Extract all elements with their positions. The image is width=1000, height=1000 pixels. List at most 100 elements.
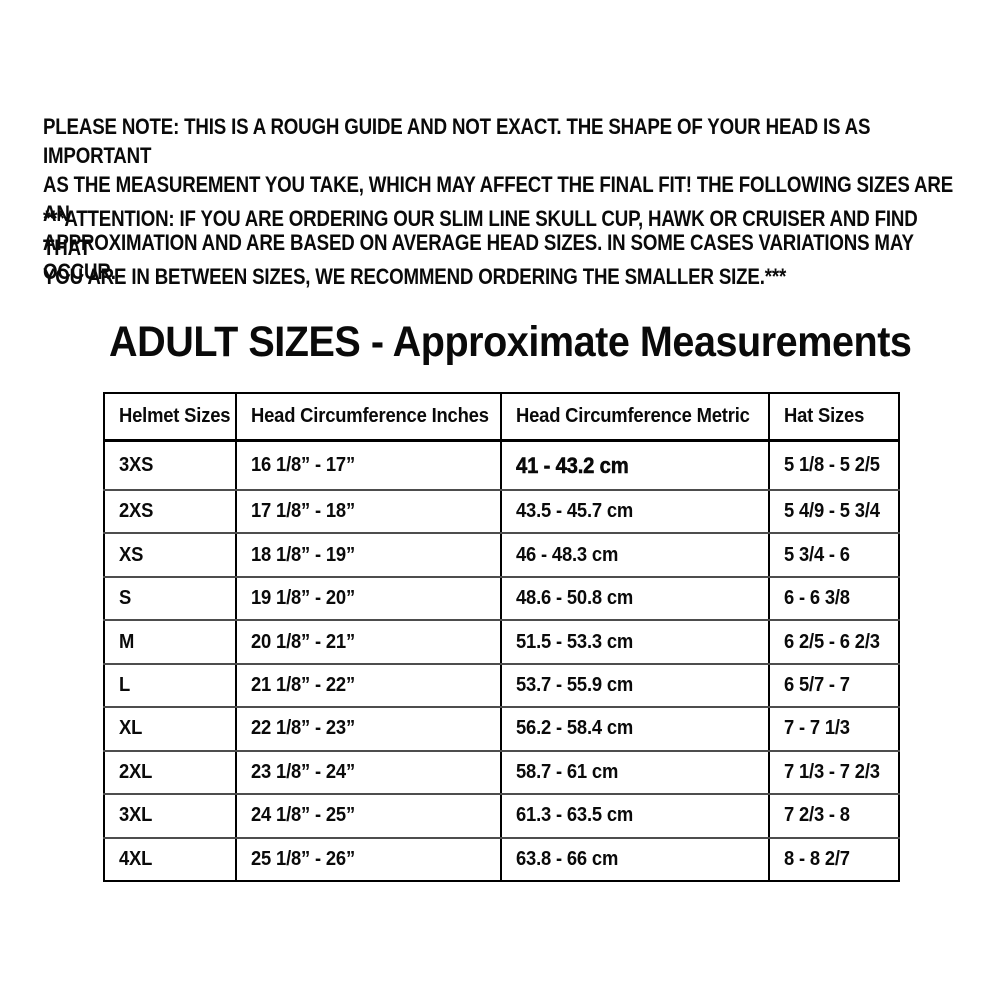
metric-value: 48.6 - 50.8 cm bbox=[516, 587, 634, 610]
inches-value: 20 1/8” - 21” bbox=[251, 630, 355, 653]
hat-size-value: 6 - 6 3/8 bbox=[784, 587, 850, 610]
inches-cell: 20 1/8” - 21” bbox=[235, 620, 501, 665]
inches-cell: 24 1/8” - 25” bbox=[235, 794, 501, 839]
helmet-size-value: 3XS bbox=[119, 454, 154, 476]
table-row: XL 22 1/8” - 23” 56.2 - 58.4 cm 7 - 7 1/… bbox=[104, 707, 899, 752]
column-header-helmet-sizes: Helmet Sizes bbox=[104, 393, 236, 442]
metric-value: 61.3 - 63.5 cm bbox=[516, 804, 634, 827]
metric-value: 56.2 - 58.4 cm bbox=[516, 717, 634, 740]
metric-value: 43.5 - 45.7 cm bbox=[516, 500, 634, 523]
table-row: S 19 1/8” - 20” 48.6 - 50.8 cm 6 - 6 3/8 bbox=[104, 576, 899, 622]
table-row: 3XS 16 1/8” - 17” 41 - 43.2 cm 5 1/8 - 5… bbox=[104, 440, 899, 492]
inches-cell: 19 1/8” - 20” bbox=[235, 576, 501, 622]
hat-size-value: 5 1/8 - 5 2/5 bbox=[784, 454, 880, 476]
hat-size-cell: 8 - 8 2/7 bbox=[768, 837, 899, 881]
note-paragraph: PLEASE NOTE: THIS IS A ROUGH GUIDE AND N… bbox=[43, 114, 953, 284]
inches-value: 21 1/8” - 22” bbox=[251, 673, 355, 696]
helmet-size-cell: 2XS bbox=[104, 490, 236, 535]
attention-paragraph: ***ATTENTION: IF YOU ARE ORDERING OUR SL… bbox=[43, 206, 918, 289]
hat-size-cell: 6 2/5 - 6 2/3 bbox=[768, 620, 899, 665]
size-table: Helmet Sizes Head Circumference Inches H… bbox=[103, 392, 900, 882]
helmet-size-value: L bbox=[119, 673, 131, 696]
helmet-size-cell: L bbox=[104, 663, 236, 709]
hat-size-value: 6 2/5 - 6 2/3 bbox=[784, 630, 880, 653]
column-header-head-circumference-inches: Head Circumference Inches bbox=[235, 393, 501, 442]
table-row: 2XL 23 1/8” - 24” 58.7 - 61 cm 7 1/3 - 7… bbox=[104, 750, 899, 796]
inches-cell: 23 1/8” - 24” bbox=[235, 750, 501, 796]
hat-size-cell: 7 2/3 - 8 bbox=[768, 794, 899, 839]
page-title: ADULT SIZES - Approximate Measurements bbox=[109, 318, 912, 366]
helmet-size-value: M bbox=[119, 630, 135, 653]
helmet-size-value: XS bbox=[119, 543, 144, 566]
inches-cell: 17 1/8” - 18” bbox=[235, 490, 501, 535]
inches-value: 23 1/8” - 24” bbox=[251, 760, 355, 783]
helmet-size-value: S bbox=[119, 587, 132, 610]
table-row: XS 18 1/8” - 19” 46 - 48.3 cm 5 3/4 - 6 bbox=[104, 533, 899, 578]
hat-size-value: 7 - 7 1/3 bbox=[784, 717, 850, 740]
inches-cell: 25 1/8” - 26” bbox=[235, 837, 501, 881]
helmet-size-cell: 4XL bbox=[104, 838, 236, 881]
hat-size-value: 6 5/7 - 7 bbox=[784, 673, 850, 696]
helmet-size-value: XL bbox=[119, 717, 143, 740]
helmet-size-cell: 3XL bbox=[104, 794, 236, 839]
inches-value: 16 1/8” - 17” bbox=[251, 454, 355, 476]
inches-value: 18 1/8” - 19” bbox=[251, 543, 355, 566]
inches-value: 19 1/8” - 20” bbox=[251, 587, 355, 610]
hat-size-value: 7 2/3 - 8 bbox=[784, 804, 850, 827]
hat-size-value: 8 - 8 2/7 bbox=[784, 847, 850, 870]
metric-value: 41 - 43.2 cm bbox=[516, 452, 629, 478]
header-row: Helmet Sizes Head Circumference Inches H… bbox=[104, 393, 899, 442]
helmet-size-cell: XL bbox=[104, 707, 236, 752]
metric-value: 46 - 48.3 cm bbox=[516, 543, 619, 566]
inches-cell: 16 1/8” - 17” bbox=[235, 440, 501, 492]
metric-cell: 48.6 - 50.8 cm bbox=[500, 576, 769, 622]
metric-cell: 58.7 - 61 cm bbox=[500, 750, 769, 796]
metric-cell: 53.7 - 55.9 cm bbox=[500, 663, 769, 709]
helmet-size-cell: M bbox=[104, 620, 236, 665]
inches-value: 22 1/8” - 23” bbox=[251, 717, 355, 740]
helmet-size-value: 2XL bbox=[119, 760, 153, 783]
column-header-head-circumference-metric: Head Circumference Metric bbox=[500, 393, 769, 442]
hat-size-value: 5 3/4 - 6 bbox=[784, 543, 850, 566]
table-row: M 20 1/8” - 21” 51.5 - 53.3 cm 6 2/5 - 6… bbox=[104, 620, 899, 665]
helmet-size-value: 4XL bbox=[119, 847, 153, 870]
metric-cell: 51.5 - 53.3 cm bbox=[500, 620, 769, 665]
inches-value: 17 1/8” - 18” bbox=[251, 500, 355, 523]
helmet-size-cell: XS bbox=[104, 533, 236, 578]
hat-size-value: 5 4/9 - 5 3/4 bbox=[784, 500, 880, 523]
metric-cell: 61.3 - 63.5 cm bbox=[500, 794, 769, 839]
inches-cell: 22 1/8” - 23” bbox=[235, 707, 501, 752]
inches-cell: 21 1/8” - 22” bbox=[235, 663, 501, 709]
helmet-size-cell: 2XL bbox=[104, 750, 236, 796]
metric-cell: 41 - 43.2 cm bbox=[500, 440, 769, 492]
column-header-label: Helmet Sizes bbox=[119, 405, 231, 427]
hat-size-value: 7 1/3 - 7 2/3 bbox=[784, 760, 880, 783]
helmet-size-cell: 3XS bbox=[104, 440, 236, 492]
hat-size-cell: 5 4/9 - 5 3/4 bbox=[768, 490, 899, 535]
column-header-label: Hat Sizes bbox=[784, 405, 865, 427]
metric-cell: 46 - 48.3 cm bbox=[500, 533, 769, 578]
metric-cell: 43.5 - 45.7 cm bbox=[500, 490, 769, 535]
hat-size-cell: 5 1/8 - 5 2/5 bbox=[768, 440, 899, 492]
metric-cell: 63.8 - 66 cm bbox=[500, 837, 769, 881]
column-header-label: Head Circumference Metric bbox=[516, 405, 750, 427]
metric-value: 58.7 - 61 cm bbox=[516, 760, 619, 783]
table-row: L 21 1/8” - 22” 53.7 - 55.9 cm 6 5/7 - 7 bbox=[104, 663, 899, 709]
column-header-label: Head Circumference Inches bbox=[251, 405, 489, 427]
size-table-body: 3XS 16 1/8” - 17” 41 - 43.2 cm 5 1/8 - 5… bbox=[104, 440, 899, 881]
metric-value: 51.5 - 53.3 cm bbox=[516, 630, 634, 653]
column-header-hat-sizes: Hat Sizes bbox=[768, 393, 899, 442]
inches-cell: 18 1/8” - 19” bbox=[235, 533, 501, 578]
metric-cell: 56.2 - 58.4 cm bbox=[500, 707, 769, 752]
helmet-size-value: 2XS bbox=[119, 500, 154, 523]
hat-size-cell: 7 1/3 - 7 2/3 bbox=[768, 750, 899, 796]
inches-value: 24 1/8” - 25” bbox=[251, 804, 355, 827]
table-row: 3XL 24 1/8” - 25” 61.3 - 63.5 cm 7 2/3 -… bbox=[104, 794, 899, 839]
hat-size-cell: 5 3/4 - 6 bbox=[768, 533, 899, 578]
hat-size-cell: 6 - 6 3/8 bbox=[768, 576, 899, 622]
size-table-header: Helmet Sizes Head Circumference Inches H… bbox=[104, 393, 899, 442]
hat-size-cell: 6 5/7 - 7 bbox=[768, 663, 899, 709]
helmet-size-cell: S bbox=[104, 576, 236, 622]
metric-value: 53.7 - 55.9 cm bbox=[516, 673, 634, 696]
table-row: 4XL 25 1/8” - 26” 63.8 - 66 cm 8 - 8 2/7 bbox=[104, 837, 899, 881]
